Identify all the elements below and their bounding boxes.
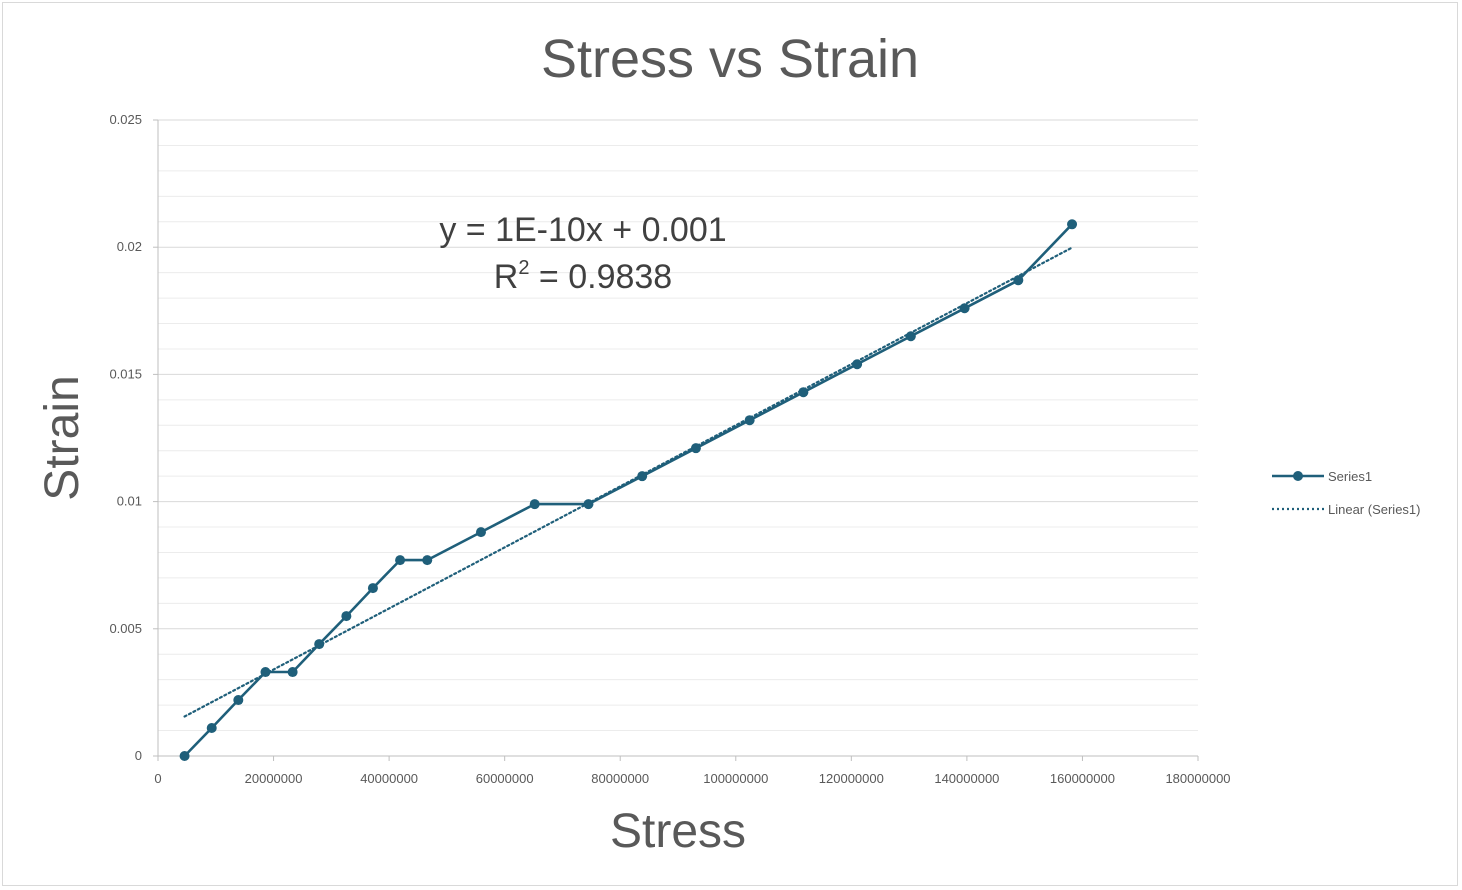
gridlines bbox=[158, 119, 1198, 732]
legend: Series1 Linear (Series1) bbox=[1272, 469, 1421, 517]
r-squared-value: = 0.9838 bbox=[529, 258, 672, 296]
data-point bbox=[475, 527, 486, 538]
r-squared-symbol: R bbox=[494, 258, 519, 296]
data-point bbox=[690, 443, 701, 454]
y-tick-label: 0.005 bbox=[109, 621, 142, 636]
data-point bbox=[314, 639, 325, 650]
legend-series1-marker bbox=[1293, 471, 1303, 481]
data-point bbox=[179, 751, 190, 761]
series-line bbox=[183, 223, 1073, 757]
data-point bbox=[1013, 275, 1024, 286]
series-1 bbox=[179, 219, 1078, 761]
data-point bbox=[260, 667, 271, 678]
data-point bbox=[529, 499, 540, 510]
trendline-equation: y = 1E-10x + 0.001 bbox=[439, 211, 726, 249]
x-axis-title: Stress bbox=[610, 805, 746, 858]
legend-linear-label: Linear (Series1) bbox=[1328, 502, 1421, 517]
x-tick-label: 180000000 bbox=[1165, 771, 1230, 786]
data-point bbox=[583, 499, 594, 510]
chart-title: Stress vs Strain bbox=[541, 29, 919, 89]
data-point bbox=[744, 415, 755, 426]
y-tick-label: 0.025 bbox=[109, 112, 142, 127]
data-point bbox=[422, 555, 433, 566]
y-axis-title: Strain bbox=[36, 375, 89, 500]
data-point bbox=[367, 583, 378, 594]
r-squared-label: R2 = 0.9838 bbox=[494, 257, 672, 296]
x-tick-label: 20000000 bbox=[245, 771, 303, 786]
data-point bbox=[341, 611, 352, 622]
y-tick-label: 0.02 bbox=[117, 239, 142, 254]
data-point bbox=[1067, 219, 1078, 230]
x-tick-label: 60000000 bbox=[476, 771, 534, 786]
y-tick-label: 0.015 bbox=[109, 366, 142, 381]
data-point bbox=[287, 667, 298, 678]
r-squared-superscript: 2 bbox=[518, 257, 529, 279]
axes bbox=[153, 119, 1199, 761]
x-tick-label: 0 bbox=[154, 771, 161, 786]
x-tick-labels: 0 20000000 40000000 60000000 80000000 1000000… bbox=[154, 771, 1230, 786]
data-point bbox=[852, 359, 863, 370]
data-point bbox=[233, 695, 244, 706]
data-point bbox=[959, 303, 970, 314]
y-tick-label: 0 bbox=[135, 748, 142, 763]
data-point bbox=[905, 331, 916, 342]
y-tick-labels: 0 0.005 0.01 0.015 0.02 0.025 bbox=[109, 112, 142, 763]
data-point bbox=[395, 555, 406, 566]
data-point bbox=[798, 387, 809, 398]
x-tick-label: 140000000 bbox=[934, 771, 999, 786]
x-tick-label: 120000000 bbox=[819, 771, 884, 786]
x-tick-label: 80000000 bbox=[591, 771, 649, 786]
y-tick-label: 0.01 bbox=[117, 494, 142, 509]
legend-series1-label: Series1 bbox=[1328, 469, 1372, 484]
data-point bbox=[206, 723, 217, 734]
x-tick-label: 160000000 bbox=[1050, 771, 1115, 786]
x-tick-label: 40000000 bbox=[360, 771, 418, 786]
data-point bbox=[637, 471, 648, 482]
x-tick-label: 100000000 bbox=[703, 771, 768, 786]
